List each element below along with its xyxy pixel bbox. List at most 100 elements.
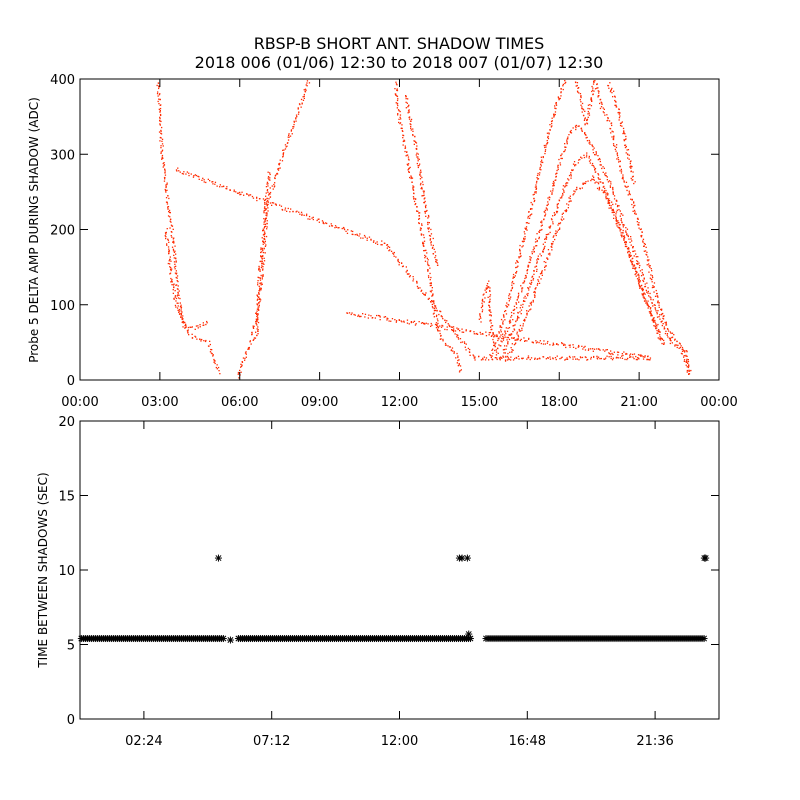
data-point — [635, 358, 637, 361]
data-point — [169, 256, 171, 258]
data-point — [615, 215, 617, 217]
data-point — [535, 188, 537, 190]
data-point — [655, 289, 657, 292]
data-point — [648, 306, 650, 308]
data-point — [644, 243, 646, 245]
data-point — [487, 286, 489, 289]
data-point — [173, 266, 176, 268]
data-point — [174, 272, 177, 274]
data-point — [259, 277, 261, 279]
data-point — [266, 213, 268, 215]
data-point — [605, 196, 607, 198]
data-point — [633, 358, 635, 360]
data-point — [444, 344, 447, 346]
data-point — [646, 304, 648, 306]
data-point — [256, 334, 258, 337]
data-point — [603, 108, 605, 110]
data-point — [652, 317, 654, 319]
data-point — [616, 351, 619, 353]
data-point — [639, 281, 641, 283]
data-point — [284, 144, 287, 146]
data-point — [553, 212, 555, 214]
data-point — [446, 320, 448, 322]
data-point — [648, 265, 650, 267]
data-point — [642, 358, 645, 360]
data-point — [597, 96, 599, 98]
data-point — [608, 207, 610, 209]
data-point — [175, 257, 177, 259]
data-point — [201, 179, 203, 181]
data-point — [213, 361, 215, 363]
data-point — [522, 282, 524, 284]
data-point — [422, 242, 424, 245]
data-point — [569, 356, 571, 359]
data-point — [400, 320, 402, 322]
data-point — [555, 173, 557, 175]
data-point — [642, 274, 644, 276]
data-point — [439, 330, 441, 332]
data-point — [263, 207, 266, 209]
data-point — [615, 104, 617, 106]
data-point — [282, 149, 284, 151]
data-point — [598, 348, 600, 350]
data-point — [427, 269, 429, 271]
data-point — [292, 210, 294, 213]
data-point — [479, 314, 481, 316]
data-point — [412, 187, 414, 189]
data-point — [178, 294, 180, 296]
data-point — [554, 357, 557, 359]
data-point — [194, 335, 196, 337]
data-point — [612, 192, 614, 194]
data-point — [177, 291, 179, 294]
data-point — [609, 82, 611, 84]
data-point — [507, 342, 509, 344]
data-point — [619, 228, 621, 230]
data-point — [529, 258, 531, 260]
data-point — [498, 332, 500, 334]
data-point — [625, 230, 627, 232]
data-point — [171, 246, 174, 248]
data-point — [533, 294, 536, 296]
data-point — [433, 300, 435, 302]
data-point — [502, 356, 505, 358]
data-point — [631, 262, 633, 265]
data-point — [604, 191, 606, 194]
data-point — [274, 177, 276, 179]
data-point — [408, 171, 410, 173]
data-point — [428, 227, 430, 229]
data-point — [531, 208, 533, 210]
data-point — [412, 128, 414, 130]
data-point — [459, 365, 462, 367]
data-point — [608, 202, 611, 204]
data-point — [566, 143, 568, 145]
data-point — [555, 103, 557, 105]
data-point — [593, 80, 595, 82]
data-point — [346, 232, 349, 234]
data-point — [616, 144, 618, 146]
data-point — [494, 346, 496, 348]
data-point — [172, 238, 174, 240]
data-point — [257, 295, 259, 298]
data-point — [540, 342, 542, 345]
data-point — [427, 323, 429, 325]
data-point — [414, 324, 417, 326]
data-point — [642, 240, 644, 242]
data-point — [659, 337, 662, 340]
y-tick-label: 5 — [67, 639, 75, 654]
data-point — [686, 355, 688, 357]
data-point — [510, 334, 512, 336]
data-point — [260, 251, 262, 254]
data-point — [581, 157, 583, 159]
data-point — [434, 251, 436, 253]
data-point — [318, 218, 320, 220]
data-point — [495, 335, 497, 338]
data-point — [537, 258, 540, 260]
data-point — [179, 302, 181, 304]
data-point — [499, 356, 502, 358]
data-point — [578, 125, 580, 127]
data-point — [639, 270, 642, 272]
data-point — [436, 262, 439, 264]
data-point — [496, 357, 498, 359]
data-point — [293, 126, 295, 128]
data-point — [576, 82, 579, 84]
